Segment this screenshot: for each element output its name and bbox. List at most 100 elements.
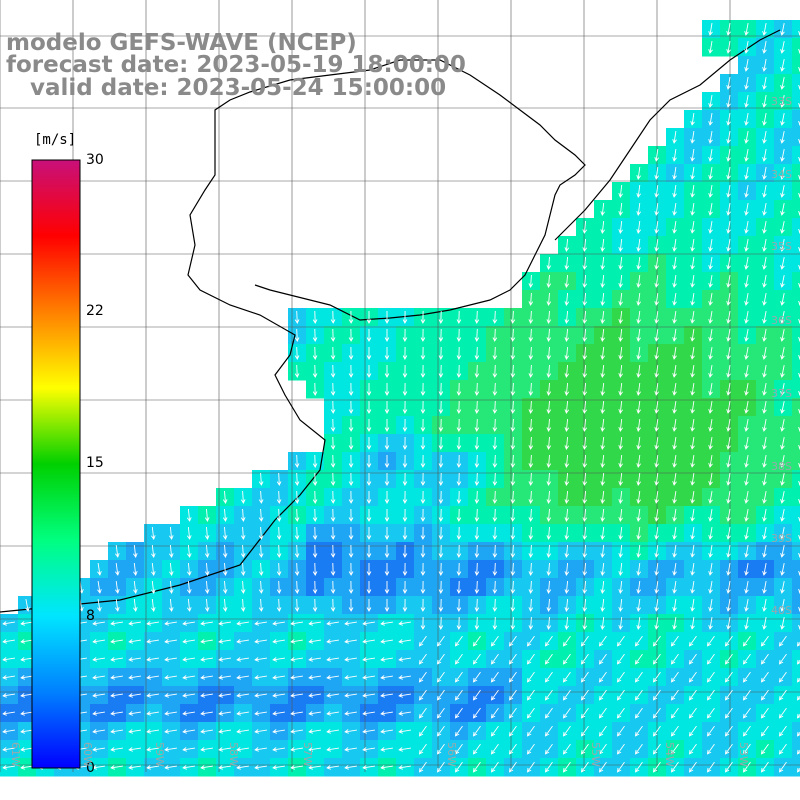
wind-arrow [708,329,713,342]
wind-arrow [344,621,357,626]
wind-cell [792,236,800,255]
wind-arrow [744,203,749,216]
wind-arrow [362,675,375,680]
wind-arrow [438,346,444,360]
wind-arrow [254,729,267,734]
wind-arrow [564,616,570,630]
wind-arrow [492,616,498,630]
wind-arrow [330,364,336,378]
wind-arrow [744,383,749,396]
wind-arrow [526,671,535,683]
wind-arrow [128,747,141,752]
wind-arrow [200,765,213,770]
wind-arrow [366,455,372,468]
wind-arrow [290,765,303,770]
wind-arrow [654,329,659,342]
wind-arrow [618,508,623,522]
wind-arrow [762,401,767,414]
wind-arrow [744,581,749,594]
wind-cell [792,560,800,579]
wind-arrow [490,761,499,773]
wind-arrow [726,131,731,144]
wind-arrow [204,544,210,558]
wind-arrow [562,761,571,773]
wind-arrow [670,653,679,665]
wind-arrow [762,239,767,252]
wind-arrow [326,711,339,716]
wind-arrow [672,419,677,432]
wind-arrow [456,328,462,342]
wind-arrow [564,256,570,270]
wind-arrow [164,657,177,662]
wind-arrow [200,621,213,626]
wind-arrow [600,472,605,486]
wind-arrow [562,743,571,755]
wind-arrow [708,545,713,558]
wind-arrow [326,693,339,698]
wind-arrow [546,472,552,486]
wind-arrow [366,437,372,450]
wind-arrow [312,508,318,522]
wind-arrow [254,711,267,716]
wind-cell [792,200,800,219]
wind-arrow [456,472,462,486]
wind-arrow [580,689,589,701]
wind-arrow [402,508,408,522]
wind-arrow [546,346,552,360]
wind-arrow [636,184,641,198]
wind-arrow [438,580,444,594]
wind-arrow [454,653,463,665]
wind-arrow [474,562,480,576]
wind-arrow [169,580,174,594]
wind-arrow [348,580,354,594]
wind-arrow [510,598,516,612]
wind-arrow [780,293,785,306]
wind-arrow [708,185,713,198]
wind-arrow [510,544,516,558]
wind-arrow [618,616,623,630]
wind-arrow [474,418,480,432]
wind-arrow [618,292,623,306]
wind-arrow [600,418,605,432]
wind-arrow [222,580,228,594]
wind-arrow [164,621,177,626]
wind-arrow [169,562,174,576]
wind-arrow [598,671,607,683]
wind-arrow [598,761,607,773]
wind-arrow [402,454,408,468]
wind-cell [792,308,800,327]
wind-arrow [690,383,695,396]
wind-arrow [308,675,321,680]
wind-arrow [690,311,695,324]
wind-arrow [618,580,623,594]
wind-arrow [600,598,605,612]
wind-arrow [240,508,246,522]
wind-arrow [600,544,605,558]
wind-arrow [672,239,677,252]
wind-arrow [402,598,408,612]
wind-arrow [564,544,570,558]
wind-arrow [600,616,605,630]
wind-arrow [636,508,641,522]
wind-arrow [330,562,336,576]
wind-arrow [636,490,641,504]
wind-arrow [492,382,498,396]
wind-arrow [240,562,246,576]
wind-arrow [128,621,141,626]
wind-arrow [744,59,749,72]
wind-arrow [690,239,695,252]
wind-arrow [420,616,426,630]
wind-arrow [366,365,372,378]
wind-arrow [344,639,357,644]
wind-arrow [182,729,195,734]
wind-arrow [128,657,141,662]
wind-arrow [706,707,715,719]
wind-cell [792,218,800,237]
wind-arrow [272,765,285,770]
wind-arrow [618,202,623,216]
wind-arrow [492,310,498,324]
wind-arrow [312,598,318,612]
lon-label-60w: 60W [81,742,94,767]
wind-arrow [762,563,767,576]
wind-cell [792,524,800,543]
